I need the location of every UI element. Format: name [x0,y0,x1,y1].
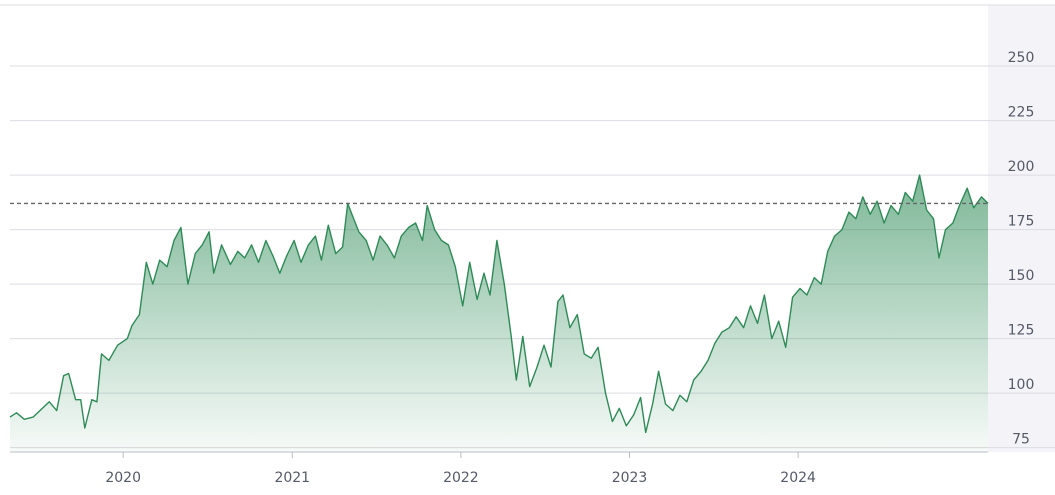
x-axis-ticks: 2020 2021 2022 2023 2024 [105,452,816,486]
y-axis-panel [988,5,1055,452]
y-tick-label: 200 [1008,159,1035,175]
y-tick-label: 225 [1008,105,1035,121]
y-tick-label: 150 [1008,268,1035,284]
y-tick-label: 75 [1012,432,1030,448]
y-tick-label: 250 [1008,50,1035,66]
price-line [9,174,989,434]
x-tick-label: 2022 [443,470,479,486]
area-layer [9,174,989,452]
x-tick-label: 2023 [612,470,648,486]
y-tick-label: 125 [1008,323,1035,339]
x-tick-label: 2021 [274,470,310,486]
x-tick-label: 2020 [105,470,141,486]
y-axis-ticks: 75 100 125 150 175 200 225 250 [1008,50,1035,448]
y-tick-label: 175 [1008,214,1035,230]
price-area-fill [10,175,988,452]
y-tick-label: 100 [1008,377,1035,393]
x-tick-label: 2024 [780,470,816,486]
